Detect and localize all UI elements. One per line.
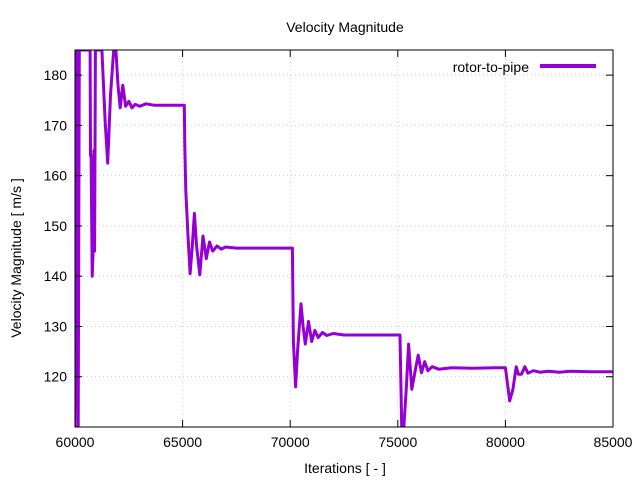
x-tick-label: 75000 bbox=[378, 434, 417, 450]
y-tick-label: 120 bbox=[44, 369, 68, 385]
legend: rotor-to-pipe bbox=[453, 59, 596, 75]
y-tick-label: 130 bbox=[44, 318, 68, 334]
series-line-rotor-to-pipe bbox=[75, 50, 613, 427]
x-axis-label: Iterations [ - ] bbox=[304, 460, 386, 476]
y-tick-label: 160 bbox=[44, 168, 68, 184]
chart-title: Velocity Magnitude bbox=[286, 19, 404, 35]
x-tick-label: 70000 bbox=[271, 434, 310, 450]
x-tick-label: 65000 bbox=[163, 434, 202, 450]
ticks: 60000 65000 70000 75000 80000 85000 120 130 140 1… bbox=[44, 50, 633, 450]
x-tick-label: 80000 bbox=[486, 434, 525, 450]
legend-label: rotor-to-pipe bbox=[453, 59, 529, 75]
series-layer bbox=[75, 50, 613, 427]
x-tick-label: 85000 bbox=[594, 434, 633, 450]
y-tick-label: 170 bbox=[44, 117, 68, 133]
x-tick-label: 60000 bbox=[56, 434, 95, 450]
y-tick-label: 140 bbox=[44, 268, 68, 284]
plot-border bbox=[74, 49, 614, 428]
y-axis-label: Velocity Magnitude [ m/s ] bbox=[8, 178, 24, 338]
y-tick-label: 150 bbox=[44, 218, 68, 234]
y-tick-label: 180 bbox=[44, 67, 68, 83]
grid bbox=[75, 50, 613, 427]
